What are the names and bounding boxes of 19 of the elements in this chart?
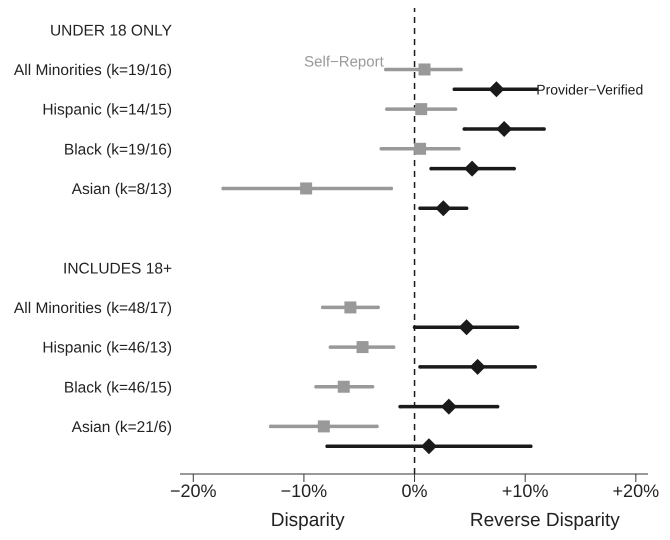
y-tick-label: Black (k=46/15) bbox=[64, 379, 172, 396]
text: Self−Report bbox=[304, 53, 385, 70]
y-tick-label: Hispanic (k=46/13) bbox=[42, 340, 172, 357]
y-tick-label: Black (k=19/16) bbox=[64, 141, 172, 158]
x-tick-label: −10% bbox=[280, 480, 328, 501]
x-tick-label: +10% bbox=[502, 480, 548, 501]
x-tick-label: +20% bbox=[612, 480, 660, 501]
y-tick-label: INCLUDES 18+ bbox=[63, 260, 172, 278]
x-tick-label: 0% bbox=[402, 480, 428, 501]
text: Reverse Disparity bbox=[470, 510, 621, 532]
y-tick-label: UNDER 18 ONLY bbox=[50, 22, 172, 40]
y-tick-label: Asian (k=8/13) bbox=[72, 180, 172, 198]
y-tick-label: All Minorities (k=19/16) bbox=[14, 62, 172, 79]
x-tick-label: −20% bbox=[170, 480, 217, 501]
text: Disparity bbox=[270, 510, 346, 532]
y-tick-label: All Minorities (k=48/17) bbox=[14, 300, 172, 317]
legend-label: Provider−Verified bbox=[536, 81, 644, 98]
y-tick-label: Asian (k=21/6) bbox=[72, 418, 172, 436]
y-tick-label: Hispanic (k=14/15) bbox=[42, 102, 172, 119]
